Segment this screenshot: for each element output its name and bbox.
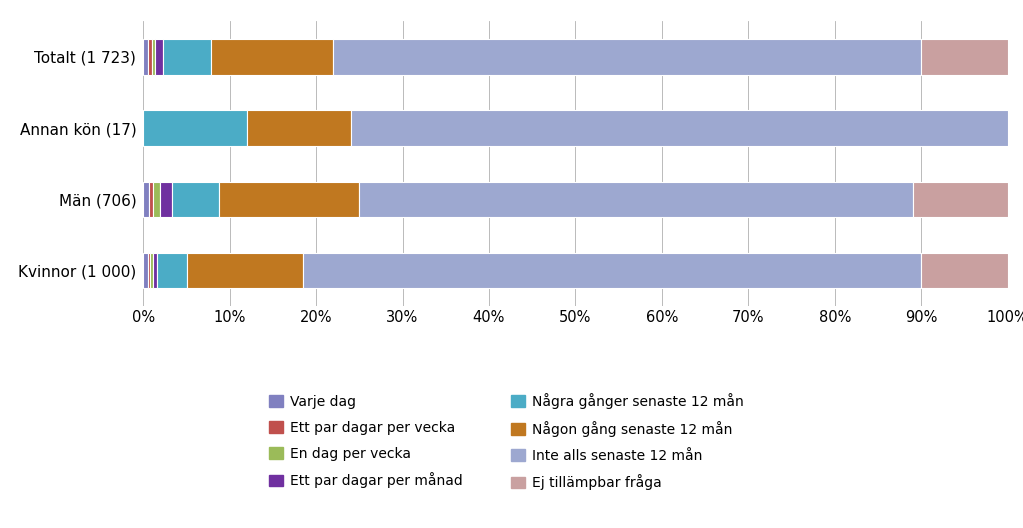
Bar <box>149 182 152 217</box>
Legend: Varje dag, Ett par dagar per vecka, En dag per vecka, Ett par dagar per månad, N: Varje dag, Ett par dagar per vecka, En d… <box>269 393 744 491</box>
Bar <box>172 182 219 217</box>
Bar <box>151 39 155 74</box>
Bar <box>148 39 151 74</box>
Bar <box>247 110 351 146</box>
Bar <box>913 182 1008 217</box>
Bar <box>351 110 1008 146</box>
Bar <box>163 39 211 74</box>
Bar <box>303 253 921 288</box>
Bar <box>211 39 333 74</box>
Bar <box>155 39 163 74</box>
Bar <box>160 182 172 217</box>
Bar <box>359 182 913 217</box>
Bar <box>333 39 921 74</box>
Bar <box>921 39 1008 74</box>
Bar <box>152 253 158 288</box>
Bar <box>143 39 148 74</box>
Bar <box>143 110 247 146</box>
Bar <box>152 182 160 217</box>
Bar <box>143 182 149 217</box>
Bar <box>187 253 303 288</box>
Bar <box>150 253 152 288</box>
Bar <box>143 253 147 288</box>
Bar <box>147 253 150 288</box>
Bar <box>219 182 359 217</box>
Bar <box>921 253 1008 288</box>
Bar <box>158 253 187 288</box>
